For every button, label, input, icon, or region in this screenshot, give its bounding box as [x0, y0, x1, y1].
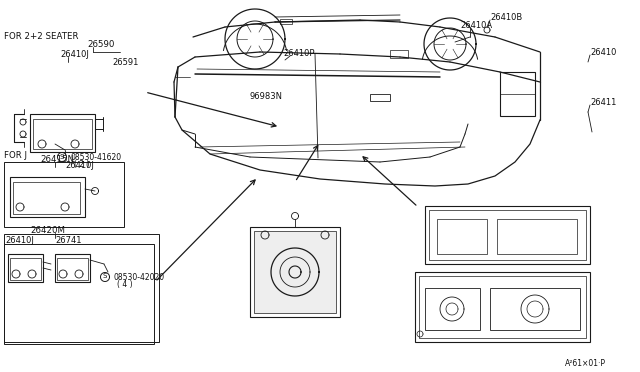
Bar	[55, 254, 90, 282]
Bar	[33, 119, 92, 149]
Text: 26410J: 26410J	[65, 160, 94, 170]
Text: FOR J: FOR J	[4, 151, 27, 160]
Text: 26410J: 26410J	[5, 235, 34, 244]
Text: S: S	[60, 154, 64, 160]
Text: 26411: 26411	[590, 97, 616, 106]
Bar	[10, 258, 41, 280]
Text: FOR 2+2 SEATER: FOR 2+2 SEATER	[4, 32, 79, 41]
Text: 08530-42020: 08530-42020	[113, 273, 164, 282]
Text: ( 2 ): ( 2 )	[74, 160, 90, 169]
Bar	[500, 72, 535, 116]
Text: A²61×01·P: A²61×01·P	[565, 359, 606, 369]
Text: 26410B: 26410B	[490, 13, 522, 22]
Text: 26741: 26741	[55, 235, 81, 244]
Text: 26410J: 26410J	[60, 49, 89, 58]
Bar	[4, 234, 159, 342]
Bar	[425, 288, 480, 330]
Bar	[254, 231, 336, 313]
Text: 26420M: 26420M	[30, 225, 65, 234]
Text: 08530-41620: 08530-41620	[70, 153, 121, 161]
Text: 96983N: 96983N	[250, 92, 283, 100]
Text: 26590: 26590	[87, 39, 115, 48]
Bar	[497, 219, 577, 254]
Bar	[4, 244, 154, 344]
Text: S: S	[102, 273, 107, 279]
Bar	[425, 206, 590, 264]
Bar	[419, 276, 586, 338]
Bar	[370, 94, 390, 101]
Bar	[437, 219, 487, 254]
Text: 26415N: 26415N	[40, 154, 74, 164]
Bar	[4, 162, 124, 227]
Bar	[250, 227, 340, 317]
Text: ( 4 ): ( 4 )	[117, 280, 132, 289]
Bar	[390, 50, 408, 58]
Bar	[429, 210, 586, 260]
Bar	[280, 19, 292, 24]
Text: 26591: 26591	[112, 58, 138, 67]
Bar	[490, 288, 580, 330]
Bar	[10, 177, 85, 217]
Bar	[13, 182, 80, 214]
Text: 26410: 26410	[590, 48, 616, 57]
Bar	[30, 114, 95, 152]
Bar	[57, 258, 88, 280]
Bar	[415, 272, 590, 342]
Text: 26410A: 26410A	[460, 20, 492, 29]
Text: 26410P: 26410P	[283, 48, 314, 58]
Bar	[8, 254, 43, 282]
